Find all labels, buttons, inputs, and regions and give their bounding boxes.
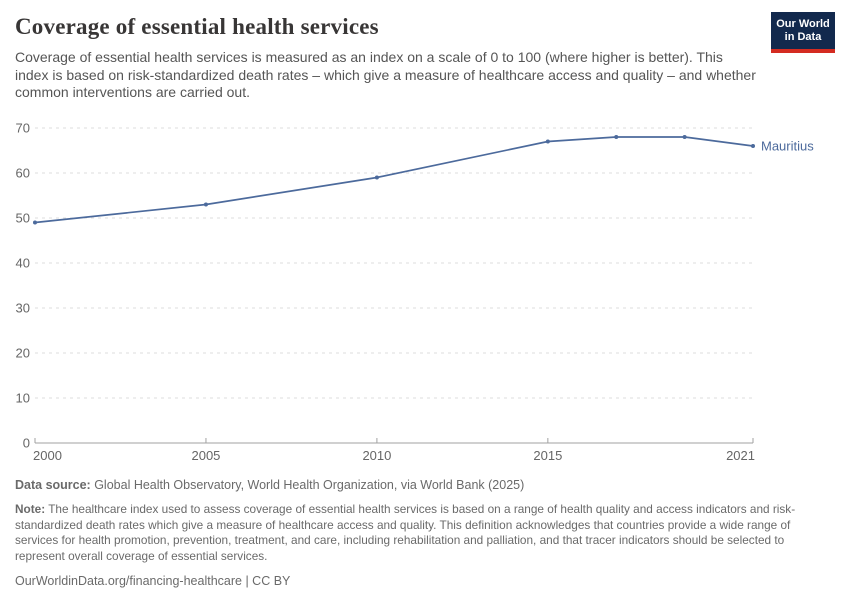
data-point[interactable] — [374, 175, 379, 180]
data-point[interactable] — [545, 139, 550, 144]
line-chart[interactable]: 0 10 20 30 40 50 60 70 2000 2005 2010 2015 2021 Mauri… — [0, 115, 850, 475]
x-tick-label: 2000 — [33, 448, 62, 463]
chart-subtitle: Coverage of essential health services is… — [15, 49, 756, 100]
data-point[interactable] — [203, 202, 208, 207]
data-point[interactable] — [33, 220, 37, 225]
x-tick-label: 2015 — [533, 448, 562, 463]
y-tick-label: 10 — [16, 391, 30, 406]
page-title: Coverage of essential health services — [15, 14, 379, 39]
series-line[interactable] — [34, 136, 754, 224]
x-tick-label: 2010 — [362, 448, 391, 463]
chart-footer: Data source: Global Health Observatory, … — [15, 478, 835, 589]
y-tick-label: 30 — [16, 301, 30, 316]
data-source-line: Data source: Global Health Observatory, … — [15, 478, 835, 493]
y-tick-label: 70 — [16, 121, 30, 136]
owid-logo-line1: Our World — [776, 18, 830, 30]
note-label: Note: — [15, 502, 46, 516]
chart-header: Coverage of essential health services Co… — [15, 14, 835, 102]
y-tick-label: 50 — [16, 211, 30, 226]
data-point[interactable] — [751, 144, 755, 148]
owid-logo-line2: in Data — [784, 31, 822, 43]
y-tick-label: 20 — [16, 346, 30, 361]
data-point[interactable] — [682, 135, 687, 139]
note-text: The healthcare index used to assess cove… — [15, 502, 796, 563]
x-tick-label: 2021 — [726, 448, 755, 463]
series-end-label[interactable]: Mauritius — [761, 139, 814, 154]
data-source-label: Data source: — [15, 478, 91, 492]
citation-link[interactable]: OurWorldinData.org/financing-healthcare … — [15, 574, 291, 588]
y-tick-label: 60 — [16, 166, 30, 181]
note-line: Note: The healthcare index used to asses… — [15, 502, 835, 564]
data-source-text: Global Health Observatory, World Health … — [90, 478, 525, 492]
data-point[interactable] — [614, 135, 619, 139]
x-tick-label: 2005 — [191, 448, 220, 463]
owid-logo[interactable]: Our World in Data — [771, 12, 835, 53]
y-tick-label: 0 — [23, 436, 30, 451]
y-tick-label: 40 — [16, 256, 30, 271]
